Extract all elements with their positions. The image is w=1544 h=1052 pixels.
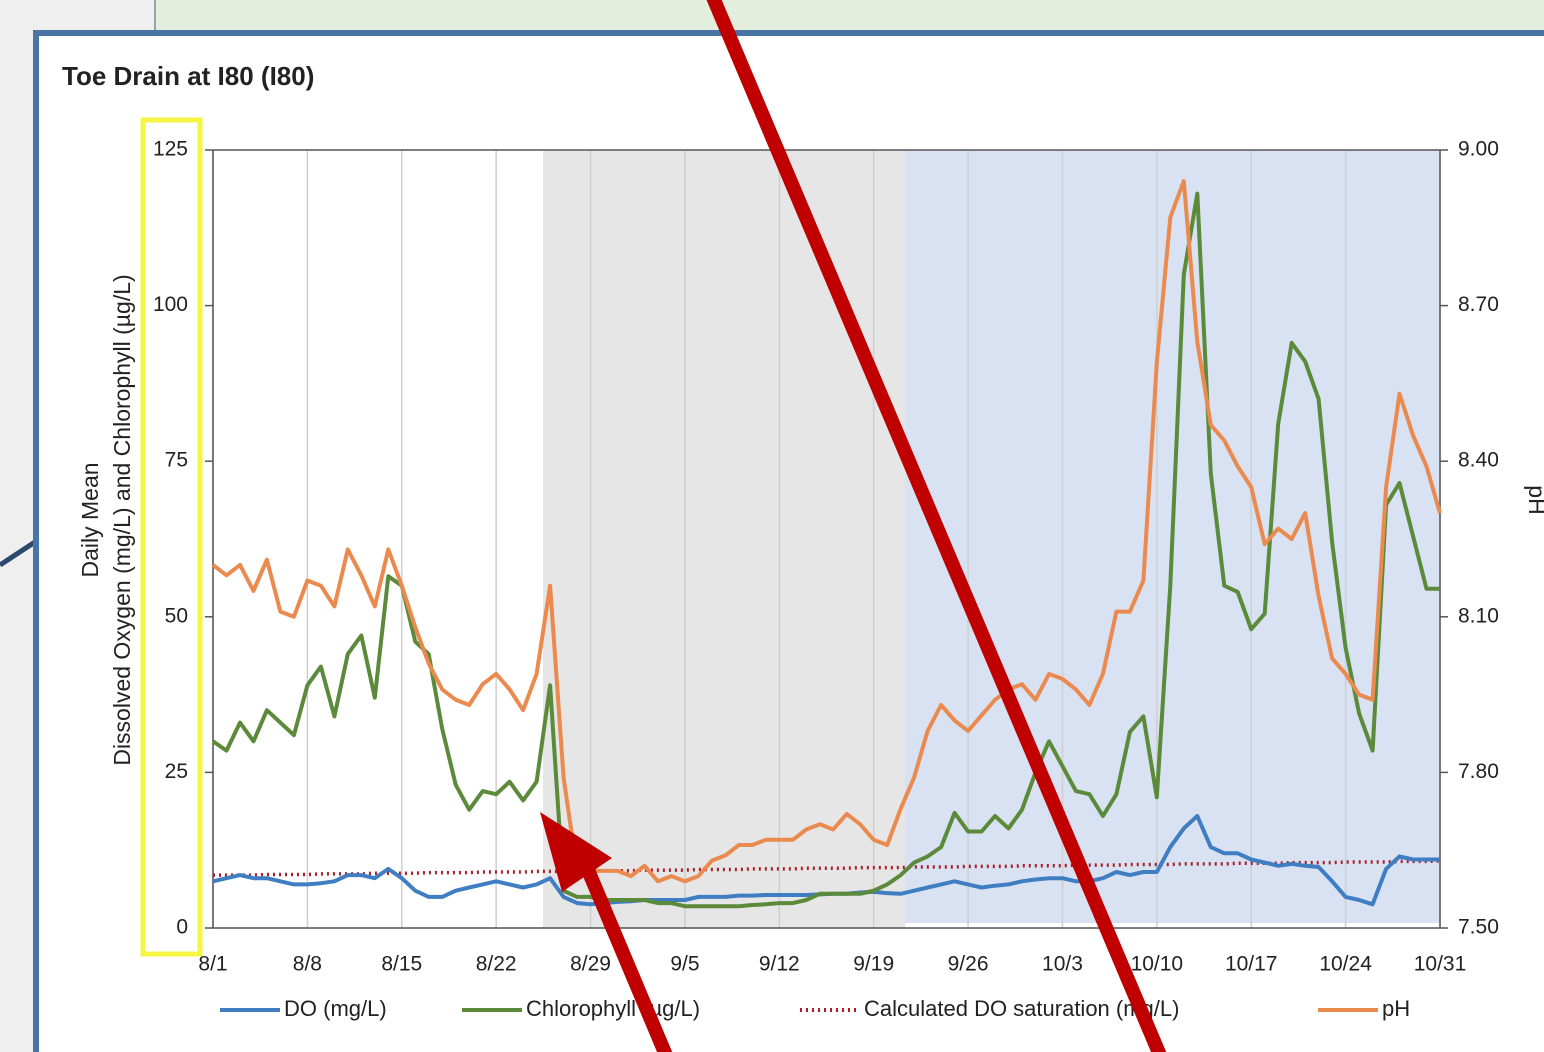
legend-label: Calculated DO saturation (mg/L) bbox=[864, 996, 1179, 1021]
x-tick-label: 8/15 bbox=[381, 953, 422, 976]
y-tick-label: 75 bbox=[165, 449, 188, 472]
chart-title: Toe Drain at I80 (I80) bbox=[62, 61, 314, 91]
arrow-head bbox=[540, 812, 612, 892]
y2-tick-label: 7.80 bbox=[1458, 760, 1499, 783]
x-tick-label: 9/19 bbox=[853, 953, 894, 976]
series-line bbox=[211, 179, 1442, 884]
legend-label: DO (mg/L) bbox=[284, 996, 387, 1021]
x-tick-label: 8/1 bbox=[198, 953, 227, 976]
shaded-period bbox=[543, 150, 905, 928]
legend-label: Chlorophyll (µg/L) bbox=[526, 996, 700, 1021]
x-tick-label: 9/5 bbox=[670, 953, 699, 976]
x-tick-label: 10/17 bbox=[1225, 953, 1278, 976]
series-line bbox=[211, 191, 1440, 909]
x-tick-label: 9/12 bbox=[759, 953, 800, 976]
y2-tick-label: 8.40 bbox=[1458, 449, 1499, 472]
y-axis-label: Daily Mean bbox=[77, 462, 103, 577]
arrow-shaft bbox=[581, 867, 673, 1052]
x-tick-label: 10/24 bbox=[1319, 953, 1372, 976]
y-axis-label: Dissolved Oxygen (mg/L) and Chlorophyll … bbox=[109, 274, 135, 765]
y-tick-label: 50 bbox=[165, 604, 188, 627]
y-tick-label: 100 bbox=[153, 293, 188, 316]
bg-line bbox=[0, 537, 40, 568]
series-line bbox=[213, 859, 1441, 877]
y2-tick-label: 9.00 bbox=[1458, 138, 1499, 161]
x-tick-label: 9/26 bbox=[948, 953, 989, 976]
x-tick-label: 8/29 bbox=[570, 953, 611, 976]
x-tick-label: 10/31 bbox=[1414, 953, 1467, 976]
y-tick-label: 25 bbox=[165, 760, 188, 783]
y2-tick-label: 8.10 bbox=[1458, 604, 1499, 627]
x-tick-label: 8/22 bbox=[476, 953, 517, 976]
y2-axis-label: pH bbox=[1524, 485, 1544, 514]
y2-tick-label: 8.70 bbox=[1458, 293, 1499, 316]
x-tick-label: 8/8 bbox=[293, 953, 322, 976]
annotations bbox=[540, 0, 1167, 1052]
legend-label: pH bbox=[1382, 996, 1410, 1021]
y2-tick-label: 7.50 bbox=[1458, 916, 1499, 939]
highlight-box bbox=[140, 117, 203, 957]
y-tick-label: 125 bbox=[153, 138, 188, 161]
top-panel bbox=[154, 0, 1544, 33]
x-tick-label: 10/10 bbox=[1131, 953, 1184, 976]
plot: 8/1 8/8 8/15 8/22 8/29 9/5 9/12 9/19 9/26 10/3 10/… bbox=[153, 138, 1499, 1021]
x-tick-label: 10/3 bbox=[1042, 953, 1083, 976]
y-tick-label: 0 bbox=[176, 916, 188, 939]
strike-line bbox=[706, 0, 1167, 1052]
